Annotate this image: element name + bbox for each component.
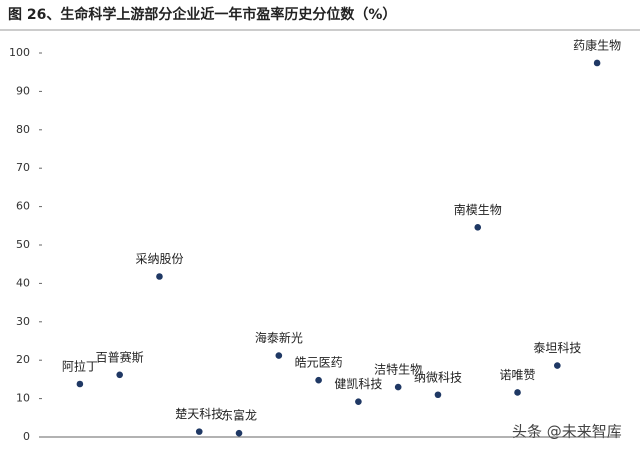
point <box>275 352 283 359</box>
y-tick-label: 30 <box>16 315 30 328</box>
point-label: 皓元医药 <box>295 356 343 370</box>
point <box>156 273 163 280</box>
point-label: 南模生物 <box>454 202 502 217</box>
point <box>235 429 243 437</box>
point <box>394 383 402 391</box>
point <box>195 428 203 435</box>
point <box>76 380 84 388</box>
y-tick-label: 50 <box>16 238 30 251</box>
y-tick-label: 80 <box>16 123 30 136</box>
point <box>554 362 561 369</box>
point <box>474 224 482 231</box>
point-label: 百普赛斯 <box>96 349 144 364</box>
point <box>434 391 442 399</box>
y-tick-label: 20 <box>16 353 30 366</box>
y-tick-label: 40 <box>16 276 30 289</box>
point-label: 东富龙 <box>221 408 257 423</box>
point <box>514 389 521 396</box>
point <box>593 59 601 67</box>
y-tick-label: 100 <box>9 46 30 59</box>
watermark: 头条 @未来智库 <box>512 423 622 441</box>
chart-title: 图 26、生命科学上游部分企业近一年市盈率历史分位数（%） <box>8 6 396 23</box>
point-label: 阿拉丁 <box>62 359 98 374</box>
point-label: 纳微科技 <box>414 370 462 384</box>
y-tick-label: 0 <box>23 430 30 443</box>
point-label: 海泰新光 <box>255 330 303 345</box>
y-tick-label: 90 <box>16 84 30 97</box>
point-label: 采纳股份 <box>135 252 183 266</box>
y-tick-label: 10 <box>16 392 30 405</box>
point-label: 健凯科技 <box>334 377 382 391</box>
point <box>116 371 123 379</box>
y-tick-label: 60 <box>16 200 30 213</box>
point <box>355 398 362 405</box>
point-label: 泰坦科技 <box>533 341 581 355</box>
y-tick-label: 70 <box>16 161 30 174</box>
point-label: 诺唯赞 <box>500 368 536 382</box>
point-label: 楚天科技 <box>175 407 223 421</box>
point-label: 洁特生物 <box>374 362 422 377</box>
point-label: 药康生物 <box>573 37 621 52</box>
point <box>315 376 322 384</box>
